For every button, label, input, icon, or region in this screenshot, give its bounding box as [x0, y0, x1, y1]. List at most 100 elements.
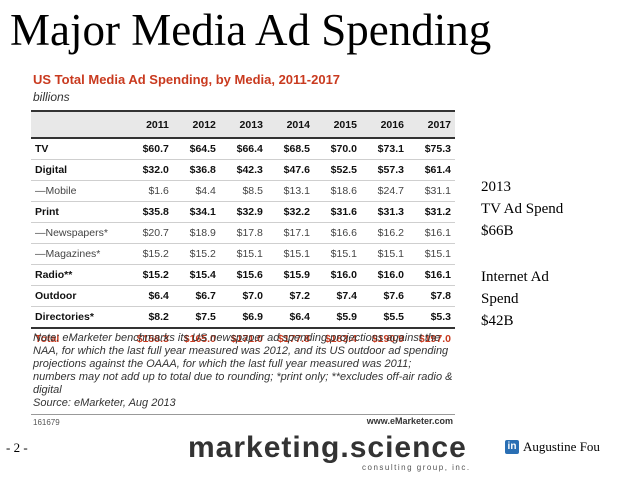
internet-callout-value: $42B — [481, 313, 514, 329]
row-label: —Newspapers* — [31, 222, 126, 244]
value-cell: $70.0 — [313, 138, 361, 160]
internet-callout-label-1: Internet Ad — [481, 269, 549, 285]
value-cell: $35.8 — [125, 201, 173, 223]
value-cell: $52.5 — [313, 159, 361, 181]
row-label: Directories* — [31, 306, 126, 329]
value-cell: $15.1 — [313, 243, 361, 265]
row-label: TV — [31, 138, 126, 160]
value-cell: $8.2 — [125, 306, 173, 329]
value-cell: $15.1 — [266, 243, 314, 265]
value-cell: $16.0 — [313, 264, 361, 286]
header-year-2013: 2013 — [219, 110, 267, 139]
value-cell: $7.5 — [172, 306, 220, 329]
table-note: Note: eMarketer benchmarks its US newspa… — [33, 332, 453, 410]
table-footer-divider — [31, 414, 455, 415]
author-credit: in Augustine Fou — [505, 439, 600, 455]
value-cell: $177.8 — [266, 327, 314, 349]
value-cell: $34.1 — [172, 201, 220, 223]
value-cell: $15.4 — [172, 264, 220, 286]
table-title: US Total Media Ad Spending, by Media, 20… — [33, 72, 341, 87]
value-cell: $4.4 — [172, 180, 220, 202]
brand-tagline: consulting group, inc. — [362, 463, 471, 472]
value-cell: $6.4 — [266, 306, 314, 329]
header-year-2015: 2015 — [313, 110, 361, 139]
value-cell: $31.1 — [407, 180, 455, 202]
value-cell: $17.1 — [266, 222, 314, 244]
value-cell: $7.2 — [266, 285, 314, 307]
source-text: Source: eMarketer, Aug 2013 — [33, 397, 176, 409]
value-cell: $16.2 — [360, 222, 408, 244]
value-cell: $75.3 — [407, 138, 455, 160]
header-year-2014: 2014 — [266, 110, 314, 139]
table-subtitle: billions — [33, 90, 70, 104]
value-cell: $68.5 — [266, 138, 314, 160]
value-cell: $6.9 — [219, 306, 267, 329]
value-cell: $16.1 — [407, 222, 455, 244]
table-row: —Newspapers* $20.7 $18.9 $17.8 $17.1 $16.6 $16… — [31, 222, 455, 244]
value-cell: $8.5 — [219, 180, 267, 202]
table-row: Total $158.3 $165.0 $171.0 $177.8 $183.4 $190.… — [31, 327, 455, 349]
value-cell: $32.9 — [219, 201, 267, 223]
tv-callout-year: 2013 — [481, 179, 511, 195]
value-cell: $190.9 — [360, 327, 408, 349]
value-cell: $13.1 — [266, 180, 314, 202]
value-cell: $5.3 — [407, 306, 455, 329]
table-row: TV $60.7 $64.5 $66.4 $68.5 $70.0 $73.1 $75.3 — [31, 138, 455, 160]
tv-callout-value: $66B — [481, 223, 514, 239]
row-label: Radio** — [31, 264, 126, 286]
value-cell: $15.9 — [266, 264, 314, 286]
table-row: Directories* $8.2 $7.5 $6.9 $6.4 $5.9 $5.5 $5.3 — [31, 306, 455, 329]
row-label: Outdoor — [31, 285, 126, 307]
value-cell: $42.3 — [219, 159, 267, 181]
chart-id: 161679 — [33, 418, 60, 427]
value-cell: $20.7 — [125, 222, 173, 244]
value-cell: $171.0 — [219, 327, 267, 349]
value-cell: $16.1 — [407, 264, 455, 286]
value-cell: $36.8 — [172, 159, 220, 181]
value-cell: $64.5 — [172, 138, 220, 160]
value-cell: $47.6 — [266, 159, 314, 181]
tv-callout: 2013 TV Ad Spend $66B — [481, 176, 563, 242]
value-cell: $15.1 — [360, 243, 408, 265]
row-label: —Mobile — [31, 180, 126, 202]
slide-title: Major Media Ad Spending — [10, 5, 492, 55]
value-cell: $15.2 — [125, 243, 173, 265]
tv-callout-label: TV Ad Spend — [481, 201, 564, 217]
ad-spending-table: 2011 2012 2013 2014 2015 2016 2017 TV $60.7 $64.… — [31, 110, 455, 349]
value-cell: $66.4 — [219, 138, 267, 160]
value-cell: $15.1 — [407, 243, 455, 265]
value-cell: $7.4 — [313, 285, 361, 307]
value-cell: $165.0 — [172, 327, 220, 349]
table-row: Radio** $15.2 $15.4 $15.6 $15.9 $16.0 $16.0 $16… — [31, 264, 455, 286]
value-cell: $16.6 — [313, 222, 361, 244]
table-row: —Magazines* $15.2 $15.2 $15.1 $15.1 $15.1 $15.… — [31, 243, 455, 265]
table-row: Digital $32.0 $36.8 $42.3 $47.6 $52.5 $57.3 $61… — [31, 159, 455, 181]
value-cell: $5.5 — [360, 306, 408, 329]
header-label-cell — [31, 110, 126, 139]
value-cell: $6.7 — [172, 285, 220, 307]
internet-callout-label-2: Spend — [481, 291, 519, 307]
value-cell: $15.2 — [125, 264, 173, 286]
table-row: Print $35.8 $34.1 $32.9 $32.2 $31.6 $31.3 $31.2 — [31, 201, 455, 223]
linkedin-icon[interactable]: in — [505, 440, 519, 454]
value-cell: $158.3 — [125, 327, 173, 349]
value-cell: $31.3 — [360, 201, 408, 223]
value-cell: $7.0 — [219, 285, 267, 307]
value-cell: $17.8 — [219, 222, 267, 244]
table-header-row: 2011 2012 2013 2014 2015 2016 2017 — [31, 110, 455, 139]
value-cell: $1.6 — [125, 180, 173, 202]
value-cell: $5.9 — [313, 306, 361, 329]
value-cell: $183.4 — [313, 327, 361, 349]
table-row: —Mobile $1.6 $4.4 $8.5 $13.1 $18.6 $24.7 $31.1 — [31, 180, 455, 202]
brand-logo: marketing.science — [188, 431, 467, 464]
website-link[interactable]: www.eMarketer.com — [366, 416, 453, 426]
value-cell: $7.6 — [360, 285, 408, 307]
value-cell: $60.7 — [125, 138, 173, 160]
value-cell: $31.6 — [313, 201, 361, 223]
value-cell: $16.0 — [360, 264, 408, 286]
internet-callout: Internet Ad Spend $42B — [481, 266, 549, 332]
note-text: Note: eMarketer benchmarks its US newspa… — [33, 332, 453, 396]
row-label: Total — [31, 327, 126, 349]
value-cell: $15.1 — [219, 243, 267, 265]
value-cell: $32.0 — [125, 159, 173, 181]
